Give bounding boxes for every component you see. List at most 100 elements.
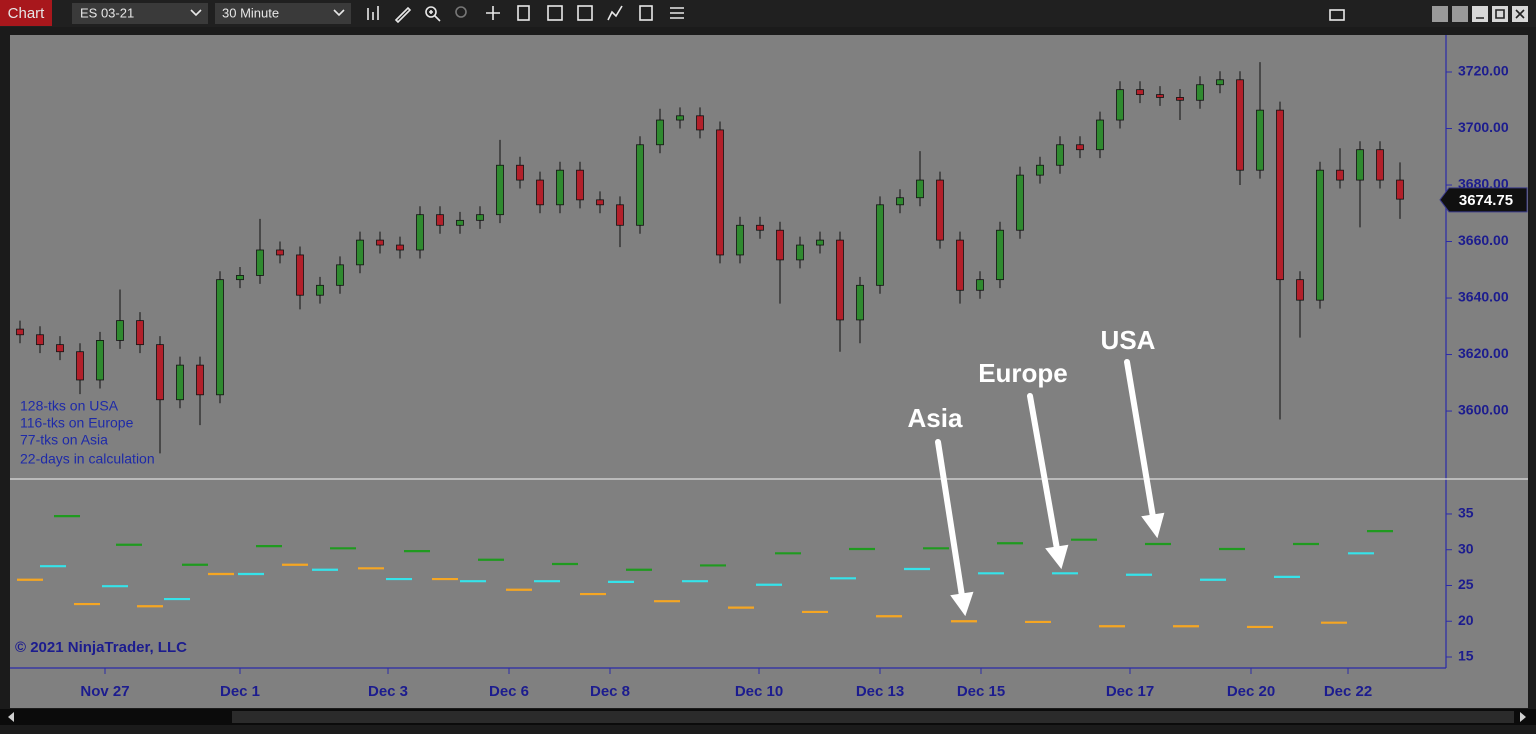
indicator-note: 128-tks on USA [20,398,119,414]
candle-body [236,275,244,281]
minimize-button[interactable] [1472,6,1488,22]
candle-body [196,364,204,396]
candle-body [1176,97,1184,101]
candle-body [1036,164,1044,176]
candle-body [1196,84,1204,101]
instrument-select[interactable] [72,3,208,24]
candle-body [836,239,844,321]
window-button[interactable] [1452,6,1468,22]
x-tick-label: Dec 15 [957,683,1005,700]
bars-icon[interactable] [367,6,379,20]
instrument-label[interactable]: ES 03-21 [80,5,134,20]
y-tick-label: 15 [1458,648,1474,664]
candle-body [676,115,684,121]
y-tick-label: 3600.00 [1458,402,1509,418]
annotation: Asia [908,403,963,433]
x-tick-label: Dec 3 [368,683,408,700]
analyzer-icon[interactable] [639,5,653,21]
indicator-icon[interactable] [607,5,623,21]
candle-body [556,169,564,206]
annotation-arrows [935,359,1165,617]
annotation: Europe [978,358,1068,388]
arrow-head [1141,512,1165,539]
candle-body [376,239,384,246]
candle-body [296,254,304,296]
scrollbar-thumb[interactable] [232,711,1514,723]
candle-body [536,179,544,206]
zoom-in-icon[interactable] [425,6,437,18]
zoom-out-icon[interactable] [455,6,467,18]
candle-body [96,340,104,381]
candle-body [996,229,1004,281]
properties-icon[interactable] [517,5,530,21]
candle-body [1016,174,1024,231]
chart-tab[interactable] [0,0,52,26]
window-button[interactable] [1432,6,1448,22]
candle-body [276,249,284,256]
menu-icon[interactable] [670,7,684,19]
last-price-marker [1439,187,1528,213]
y-tick-label: 3640.00 [1458,289,1509,305]
candle-body [496,164,504,216]
dropdown-arrow [333,9,345,17]
window-buttons[interactable] [1432,6,1528,22]
x-tick-label: Nov 27 [80,683,129,700]
annotation: USA [1101,325,1156,355]
y-tick-label: 3660.00 [1458,232,1509,248]
candle-body [1076,144,1084,151]
candle-body [1396,179,1404,200]
workspace-icon[interactable] [1329,9,1345,21]
x-tick-label: Dec 20 [1227,683,1275,700]
candle-body [36,334,44,346]
x-tick-label: Dec 6 [489,683,529,700]
chart-tab-label[interactable]: Chart [8,5,46,22]
candle-body [1256,109,1264,171]
plot-area: Nov 27 Dec 1 Dec 3 Dec 6 Dec 8 Dec 10 Dec 13 De… [16,62,1528,700]
candle-body [756,224,764,231]
candle-body [916,179,924,199]
candle-body [736,224,744,256]
candle-body [1116,89,1124,121]
y-tick-label: 20 [1458,612,1474,628]
candle-body [16,328,24,336]
candle-body [516,164,524,181]
candle-body [1216,79,1224,86]
candle-body [1316,169,1324,301]
interval-select[interactable] [215,3,351,24]
candle-body [1356,149,1364,181]
candle-body [1156,94,1164,98]
candle-body [216,279,224,396]
candle-body [476,214,484,221]
candle-body [616,204,624,226]
candle-body [256,249,264,276]
zoom-in-handle [429,10,441,22]
candle-body [116,320,124,341]
interval-label[interactable]: 30 Minute [222,5,279,20]
y-tick-label: 25 [1458,576,1474,592]
indicator-note: 22-days in calculation [20,451,155,467]
toolbar-icons[interactable] [367,5,1345,24]
maximize-button[interactable] [1492,6,1508,22]
strategy-icon[interactable] [577,5,593,21]
candle-body [456,219,464,226]
x-tick-label: Dec 10 [735,683,783,700]
draw-icon[interactable] [394,6,412,24]
candle-body [1096,119,1104,151]
crosshair-icon[interactable] [486,6,500,20]
y-tick-label: 30 [1458,540,1474,556]
candle-body [936,179,944,241]
candle-body [1376,149,1384,181]
candle-body [136,320,144,346]
candle-body [156,344,164,401]
candle-body [716,129,724,256]
candle-body [1236,79,1244,171]
y-tick-label: 3700.00 [1458,119,1509,135]
candle-body [576,169,584,201]
template-icon[interactable] [547,5,563,21]
x-tick-label: Dec 22 [1324,683,1372,700]
arrow [935,439,965,599]
x-tick-label: Dec 17 [1106,683,1154,700]
indicator-note: 77-tks on Asia [20,432,108,448]
